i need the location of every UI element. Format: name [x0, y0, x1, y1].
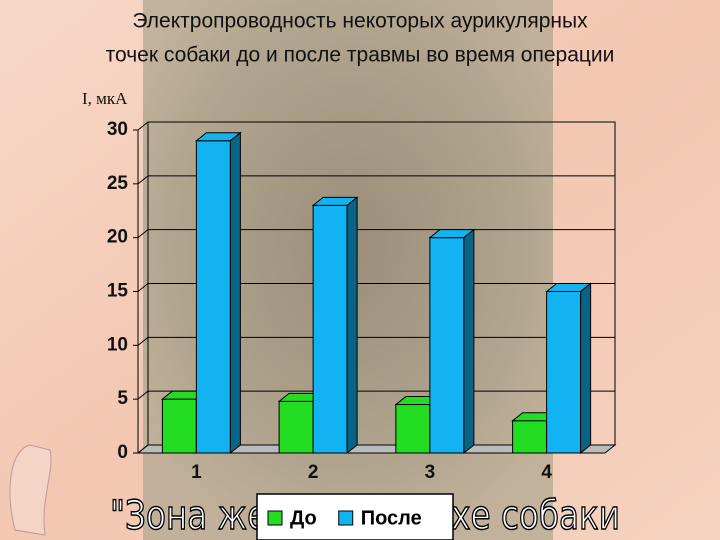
bar-front	[546, 291, 582, 454]
bar-front	[312, 204, 348, 454]
y-tick-label: 5	[117, 388, 128, 409]
y-axis-label: I, мкА	[82, 89, 128, 108]
y-tick-label: 15	[107, 281, 129, 302]
bar	[311, 196, 359, 455]
legend-label: До	[290, 507, 317, 529]
legend-box	[256, 493, 454, 540]
bar-side	[463, 228, 475, 455]
ear-icon	[9, 444, 52, 536]
legend-swatch	[338, 510, 354, 526]
bar-side	[346, 196, 358, 455]
x-tick-label: 1	[191, 462, 202, 483]
title-line: Электропроводность некоторых аурикулярны…	[132, 10, 588, 33]
bar-front	[278, 400, 314, 454]
grid-line	[137, 175, 615, 185]
plot: 0 5 10 15 20 25 30 1 2 3 4	[107, 119, 617, 483]
bar-front	[395, 404, 431, 454]
y-tick-label: 0	[117, 442, 128, 463]
bar	[545, 282, 593, 455]
bar	[428, 228, 476, 455]
grid-line	[137, 121, 615, 131]
bar-front	[195, 140, 231, 454]
bar-front	[429, 237, 465, 454]
x-tick-label: 4	[541, 462, 552, 483]
bar-side	[229, 131, 241, 455]
y-tick-label: 10	[107, 334, 128, 355]
legend-label: После	[361, 507, 422, 529]
legend: До После	[256, 493, 454, 540]
bar	[194, 131, 242, 455]
bar-front	[161, 398, 197, 454]
y-tick-label: 25	[107, 173, 129, 194]
bar-side	[580, 282, 592, 455]
x-tick-label: 2	[308, 462, 319, 483]
y-tick-label: 20	[107, 227, 128, 248]
legend-swatch	[267, 510, 283, 526]
x-tick-label: 3	[425, 462, 436, 483]
title-line: точек собаки до и после травмы во время …	[106, 44, 615, 67]
y-tick-label: 30	[107, 119, 128, 140]
bar-front	[512, 420, 548, 454]
